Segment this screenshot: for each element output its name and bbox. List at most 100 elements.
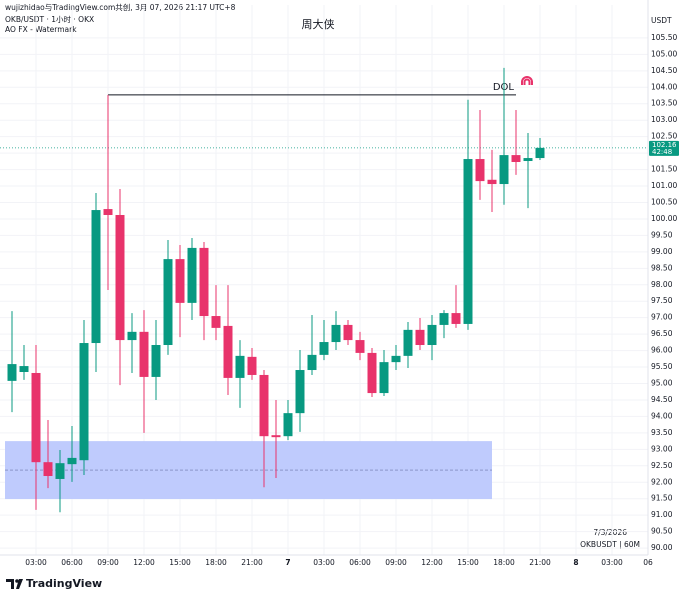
x-tick-label: 21:00 <box>529 558 551 567</box>
candle-body <box>175 259 185 303</box>
y-tick-label: 97.00 <box>651 313 673 322</box>
y-tick-label: 99.50 <box>651 230 673 239</box>
x-tick-label: 7 <box>285 558 290 567</box>
y-tick-label: 96.00 <box>651 346 673 355</box>
candle-body <box>331 324 341 343</box>
candle-body <box>235 355 245 378</box>
y-tick-label: 99.00 <box>651 247 673 256</box>
y-tick-label: 93.00 <box>651 444 673 453</box>
y-axis-label: USDT <box>651 16 672 25</box>
indicator: AO FX - Watermark <box>5 25 77 34</box>
candle-body <box>103 209 113 215</box>
plot: DOL <box>0 5 649 555</box>
symbol: OKB/USDT · 1小时 · OKX <box>5 14 94 24</box>
last-price-tag <box>649 140 679 156</box>
y-tick-label: 91.50 <box>651 494 673 503</box>
y-tick-label: 100.00 <box>651 214 677 223</box>
candle-body <box>115 214 125 341</box>
candle-body <box>43 462 53 477</box>
candle-body <box>163 259 173 346</box>
candle-body <box>511 155 521 163</box>
y-tick-label: 104.50 <box>651 66 677 75</box>
candle-body <box>79 343 89 461</box>
candle-body <box>199 247 209 317</box>
countdown: 42:48 <box>652 148 672 156</box>
x-tick-label: 06 <box>643 558 653 567</box>
y-tick-label: 90.00 <box>651 543 673 552</box>
x-tick-label: 03:00 <box>313 558 335 567</box>
x-tick-label: 06:00 <box>61 558 83 567</box>
candle-body <box>451 313 461 324</box>
candle-body <box>211 316 221 328</box>
y-tick-label: 94.50 <box>651 395 673 404</box>
x-tick-label: 15:00 <box>457 558 479 567</box>
y-tick-label: 96.50 <box>651 329 673 338</box>
x-tick-label: 18:00 <box>205 558 227 567</box>
candle-body <box>151 345 161 377</box>
chart-title: 周大侠 <box>302 17 335 31</box>
x-tick-label: 18:00 <box>493 558 515 567</box>
candle-body <box>367 352 377 394</box>
y-tick-label: 90.50 <box>651 527 673 536</box>
credit: wujizhidao与TradingView.com共创, 3月 07, 202… <box>5 2 236 12</box>
x-tick-label: 06:00 <box>349 558 371 567</box>
candle-body <box>439 313 449 325</box>
y-tick-label: 95.50 <box>651 362 673 371</box>
last-price-label: 102.16 <box>652 141 677 149</box>
candle-body <box>259 374 269 437</box>
x-tick-label: 15:00 <box>169 558 191 567</box>
y-tick-label: 98.00 <box>651 280 673 289</box>
y-tick-label: 100.50 <box>651 197 677 206</box>
y-tick-label: 97.50 <box>651 296 673 305</box>
candle-body <box>403 329 413 356</box>
y-tick-label: 105.00 <box>651 49 677 58</box>
candle-body <box>247 356 257 375</box>
candle-body <box>307 354 317 371</box>
candle-body <box>19 366 29 372</box>
candle-body <box>55 463 65 479</box>
y-tick-label: 101.00 <box>651 181 677 190</box>
logo-icon <box>6 579 23 589</box>
x-tick-label: 09:00 <box>97 558 119 567</box>
y-tick-label: 94.00 <box>651 411 673 420</box>
x-tick-label: 09:00 <box>385 558 407 567</box>
y-tick-label: 93.50 <box>651 428 673 437</box>
y-tick-label: 92.50 <box>651 461 673 470</box>
y-tick-label: 103.50 <box>651 99 677 108</box>
y-tick-label: 91.00 <box>651 510 673 519</box>
y-tick-label: 98.50 <box>651 263 673 272</box>
candle-body <box>523 158 533 162</box>
x-tick-label: 12:00 <box>421 558 443 567</box>
candle-body <box>355 340 365 353</box>
date: 7/3/2026 <box>593 528 627 537</box>
candle-body <box>127 331 137 341</box>
candle-body <box>91 210 101 344</box>
candle-body <box>319 342 329 355</box>
candle-body <box>463 159 473 324</box>
footer: OKBUSDT | 60M <box>580 540 640 549</box>
candle-body <box>187 247 197 303</box>
candle-body <box>223 325 233 378</box>
candle-body <box>271 435 281 438</box>
x-tick-label: 03:00 <box>601 558 623 567</box>
candle-body <box>7 364 17 381</box>
candle-body <box>487 179 497 185</box>
magnet-icon <box>521 76 533 85</box>
y-tick-label: 95.00 <box>651 379 673 388</box>
x-tick-label: 03:00 <box>25 558 47 567</box>
y-tick-label: 101.50 <box>651 165 677 174</box>
y-tick-label: 105.50 <box>651 33 677 42</box>
candle-body <box>391 355 401 363</box>
candle-body <box>379 362 389 394</box>
logo: TradingView <box>26 577 102 590</box>
y-tick-label: 103.00 <box>651 115 677 124</box>
candle-body <box>427 324 437 346</box>
candle-body <box>31 372 41 463</box>
candle-body <box>415 329 425 346</box>
zone <box>5 441 492 500</box>
candle-body <box>343 324 353 341</box>
x-tick-label: 21:00 <box>241 558 263 567</box>
candle-body <box>499 155 509 185</box>
